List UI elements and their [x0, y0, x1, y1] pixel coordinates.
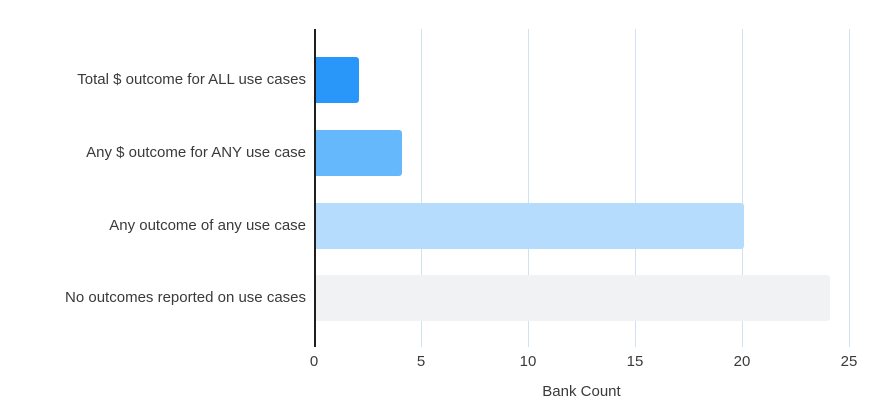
gridline — [527, 29, 529, 347]
x-tick-label: 5 — [416, 353, 426, 370]
y-axis-line — [314, 29, 316, 347]
bar-0 — [316, 57, 359, 103]
x-tick-label: 0 — [309, 353, 319, 370]
gridline — [420, 29, 422, 347]
y-axis-label: No outcomes reported on use cases — [65, 289, 306, 307]
y-axis-label: Total $ outcome for ALL use cases — [77, 71, 306, 88]
gridline — [848, 29, 850, 347]
x-tick-label: 10 — [519, 353, 537, 370]
bar-3 — [316, 275, 830, 322]
bar-1 — [316, 129, 402, 176]
y-axis-label: Any $ outcome for ANY use case — [86, 143, 306, 161]
x-tick-label: 15 — [626, 353, 644, 370]
x-tick-label: 20 — [733, 353, 751, 370]
gridline — [634, 29, 636, 347]
x-tick-label: 25 — [840, 353, 858, 370]
x-axis-title: Bank Count — [542, 383, 621, 400]
bar-2 — [316, 202, 744, 249]
y-axis-label: Any outcome of any use case — [109, 216, 306, 234]
gridline — [741, 29, 743, 347]
plot-area — [314, 29, 850, 347]
